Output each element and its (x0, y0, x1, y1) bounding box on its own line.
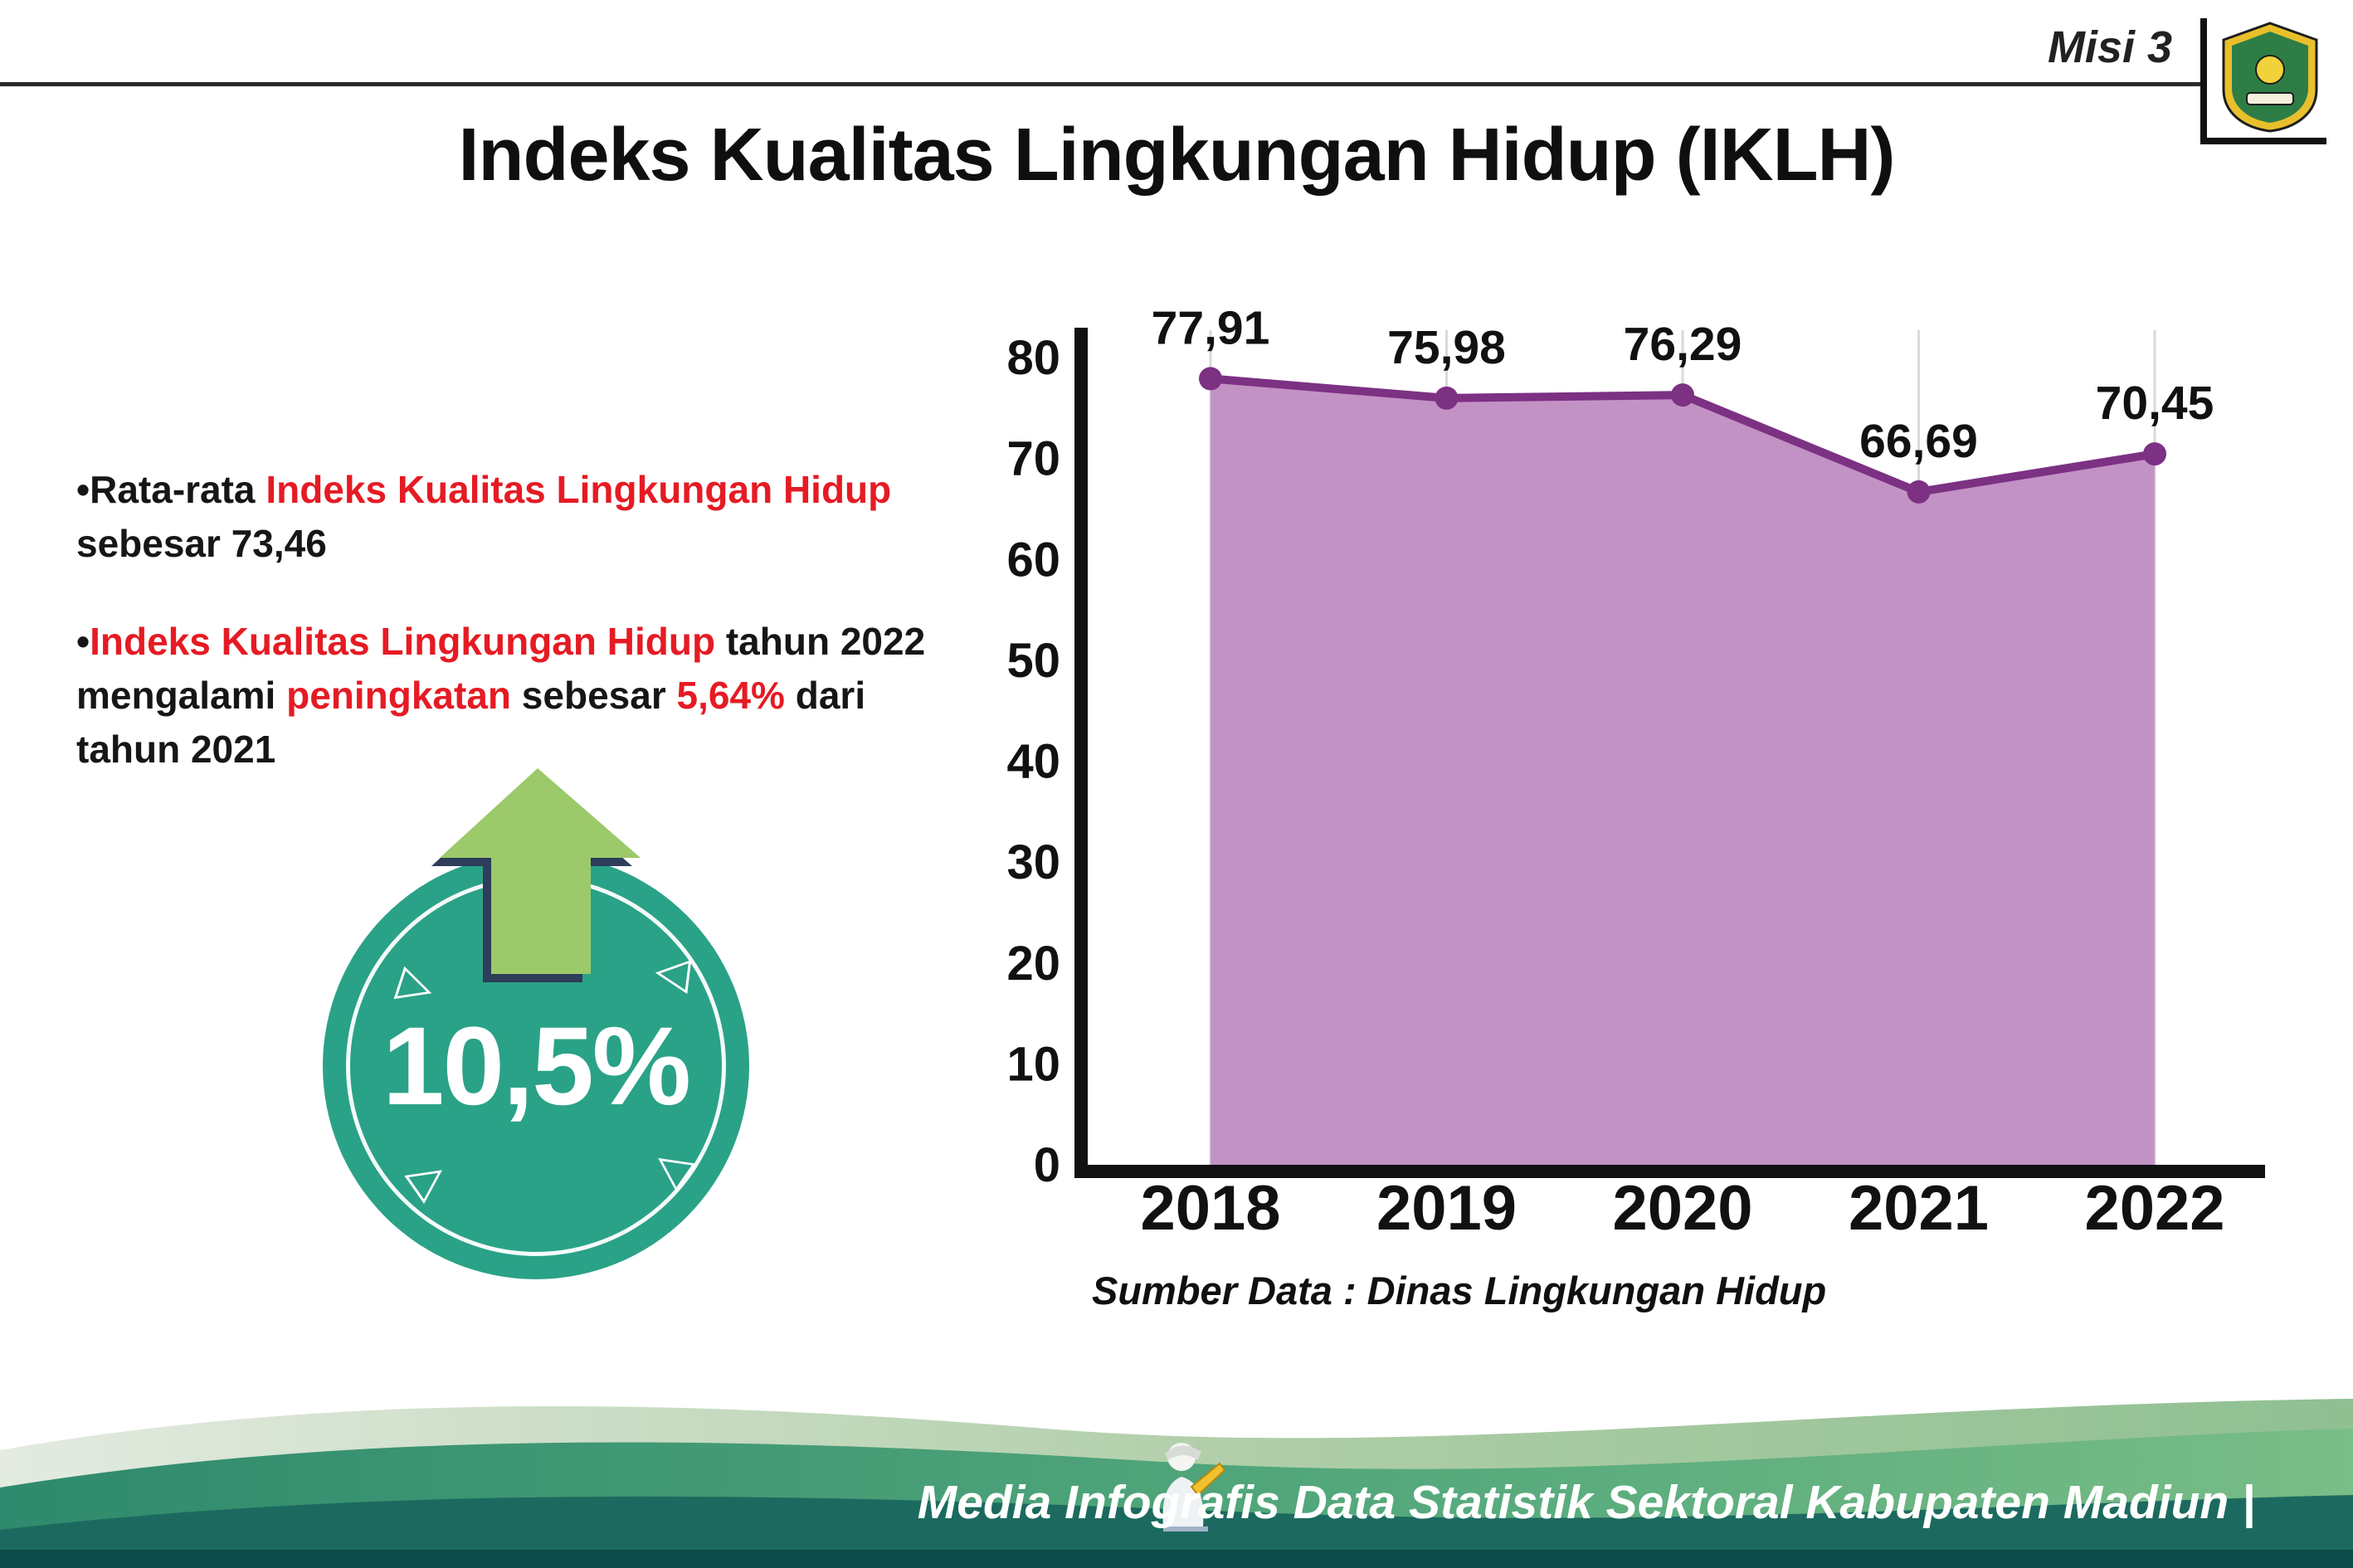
data-point (1199, 367, 1222, 391)
bullet1-pre: Rata-rata (90, 468, 266, 511)
bullet-increase-2022: •Indeks Kualitas Lingkungan Hidup tahun … (76, 615, 964, 777)
y-tick-label: 50 (1006, 634, 1060, 688)
x-category-label: 2020 (1612, 1173, 1752, 1244)
y-tick-label: 10 (1006, 1037, 1060, 1091)
footer-caption: Media Infografis Data Statistik Sektoral… (917, 1476, 2255, 1529)
y-tick-label: 80 (1006, 331, 1060, 385)
area-fill (1211, 378, 2155, 1165)
logo-crest-icon (2222, 22, 2318, 133)
data-point (2143, 442, 2166, 466)
misi-label: Misi 3 (2047, 22, 2172, 72)
data-label: 75,98 (1387, 321, 1506, 374)
bullet2-mid-1: tahun 2022 mengalami (76, 619, 926, 717)
bullet2-post: dari tahun 2021 (76, 673, 866, 772)
page-title: Indeks Kualitas Lingkungan Hidup (IKLH) (458, 114, 1895, 197)
data-label: 76,29 (1624, 318, 1742, 371)
x-category-label: 2021 (1849, 1173, 1989, 1244)
x-axis (1074, 1165, 2265, 1178)
x-category-label: 2022 (2084, 1173, 2224, 1244)
data-point (1907, 480, 1931, 504)
chart-source-note: Sumber Data : Dinas Lingkungan Hidup (1092, 1269, 1827, 1312)
iklh-area-chart: 77,91 75,98 76,29 66,69 70,45 0 10 20 30 40 50 60 70… (954, 301, 2298, 1278)
y-tick-label: 40 (1006, 735, 1060, 789)
bullet-dot: • (76, 619, 90, 663)
y-tick-label: 60 (1006, 533, 1060, 587)
data-label: 77,91 (1152, 307, 1270, 354)
bullet2-highlight-3: 5,64% (676, 673, 785, 717)
bullet-dot: • (76, 468, 90, 511)
y-axis (1074, 328, 1088, 1178)
kabupaten-madiun-logo (2200, 18, 2326, 144)
bullet1-post: sebesar 73,46 (76, 522, 327, 566)
bullet2-highlight-1: Indeks Kualitas Lingkungan Hidup (90, 619, 716, 663)
x-category-label: 2019 (1376, 1173, 1517, 1244)
bullet1-highlight: Indeks Kualitas Lingkungan Hidup (266, 468, 892, 511)
y-tick-label: 70 (1006, 432, 1060, 486)
bullet2-mid-2: sebesar (511, 673, 677, 717)
bullet2-highlight-2: peningkatan (286, 673, 512, 717)
y-tick-label: 0 (1034, 1138, 1060, 1192)
bullet-average-iklh: •Rata-rata Indeks Kualitas Lingkungan Hi… (76, 463, 964, 572)
summary-bullets: •Rata-rata Indeks Kualitas Lingkungan Hi… (76, 463, 964, 821)
header-rule (0, 82, 2200, 86)
data-label: 66,69 (1859, 415, 1978, 468)
data-point (1671, 383, 1694, 407)
y-tick-label: 30 (1006, 835, 1060, 889)
up-arrow-icon (431, 768, 641, 982)
data-label: 70,45 (2096, 377, 2214, 430)
iklh-chart-svg: 77,91 75,98 76,29 66,69 70,45 0 10 20 30 40 50 60 70… (1006, 301, 2265, 1244)
y-tick-label: 20 (1006, 937, 1060, 991)
infographic-mascot-icon (1162, 1443, 1226, 1531)
data-point (1435, 386, 1459, 410)
x-category-label: 2018 (1140, 1173, 1280, 1244)
